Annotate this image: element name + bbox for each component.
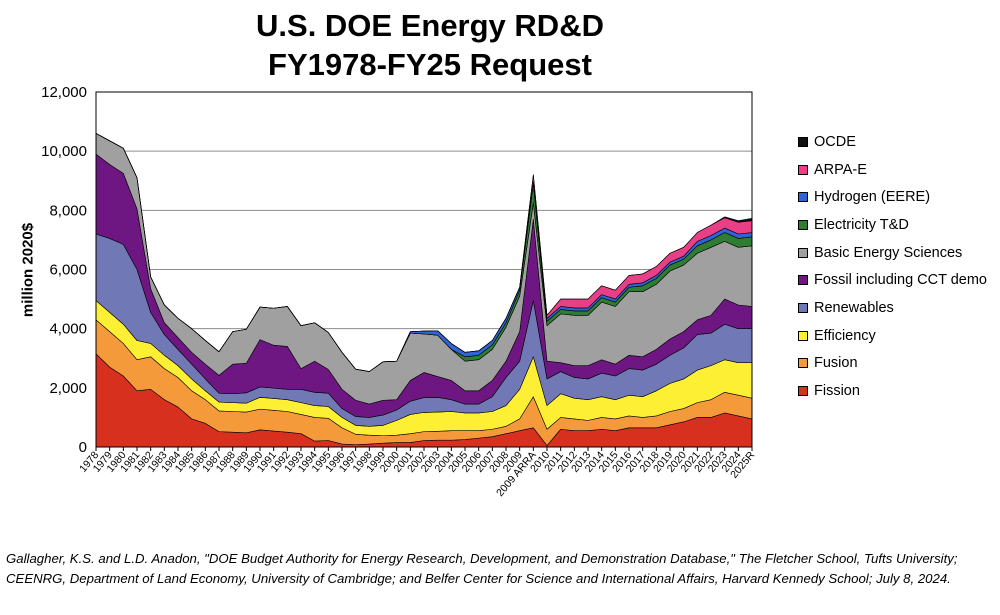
legend-label: Efficiency <box>814 327 876 344</box>
legend-swatch <box>798 358 808 369</box>
legend-item-basic-energy-sciences: Basic Energy Sciences <box>798 239 987 267</box>
legend: OCDE ARPA-E Hydrogen (EERE) Electricity T&D… <box>798 128 987 405</box>
legend-item-renewables: Renewables <box>798 294 987 322</box>
source-note: Gallagher, K.S. and L.D. Anadon, "DOE Bu… <box>6 551 958 586</box>
y-tick-label: 0 <box>79 439 87 456</box>
legend-item-fossil-including-cct-demo: Fossil including CCT demo <box>798 266 987 294</box>
legend-swatch <box>798 247 808 258</box>
legend-item-efficiency: Efficiency <box>798 322 987 350</box>
legend-swatch <box>798 136 808 147</box>
legend-item-ocde: OCDE <box>798 128 987 156</box>
legend-label: Fission <box>814 383 860 400</box>
legend-item-fusion: Fusion <box>798 350 987 378</box>
legend-item-hydrogen-eere: Hydrogen (EERE) <box>798 183 987 211</box>
legend-item-arpa-e: ARPA-E <box>798 156 987 184</box>
y-tick-label: 4,000 <box>49 321 87 338</box>
legend-label: Electricity T&D <box>814 216 909 233</box>
y-tick-label: 8,000 <box>49 202 87 219</box>
legend-label: OCDE <box>814 133 856 150</box>
legend-swatch <box>798 386 808 397</box>
chart-title: U.S. DOE Energy RD&D FY1978-FY25 Request <box>0 6 860 84</box>
area-series <box>95 133 753 448</box>
chart-subtitle: FY1978-FY25 Request <box>268 47 592 82</box>
chart-plot: 0 2,000 4,000 6,000 8,000 10,000 12,000 197819… <box>41 84 757 499</box>
legend-label: Hydrogen (EERE) <box>814 189 931 206</box>
x-tick-labels: 1978197919801981198219831984198519861987… <box>77 449 757 499</box>
y-tick-labels: 0 2,000 4,000 6,000 8,000 10,000 12,000 <box>41 84 87 456</box>
legend-item-electricity-t-d: Electricity T&D <box>798 211 987 239</box>
legend-item-fission: Fission <box>798 377 987 405</box>
legend-swatch <box>798 164 808 175</box>
legend-label: ARPA-E <box>814 161 867 178</box>
legend-swatch <box>798 330 808 341</box>
y-tick-label: 12,000 <box>41 84 87 101</box>
legend-swatch <box>798 192 808 203</box>
y-tick-label: 2,000 <box>49 380 87 397</box>
y-tick-label: 6,000 <box>49 262 87 279</box>
axes <box>95 91 753 451</box>
legend-label: Renewables <box>814 299 894 316</box>
legend-label: Basic Energy Sciences <box>814 244 963 261</box>
legend-swatch <box>798 219 808 230</box>
legend-label: Fossil including CCT demo <box>814 272 987 289</box>
legend-swatch <box>798 275 808 286</box>
legend-swatch <box>798 302 808 313</box>
y-tick-label: 10,000 <box>41 143 87 160</box>
legend-label: Fusion <box>814 355 858 372</box>
chart-title-line-1: U.S. DOE Energy RD&D <box>256 8 604 43</box>
